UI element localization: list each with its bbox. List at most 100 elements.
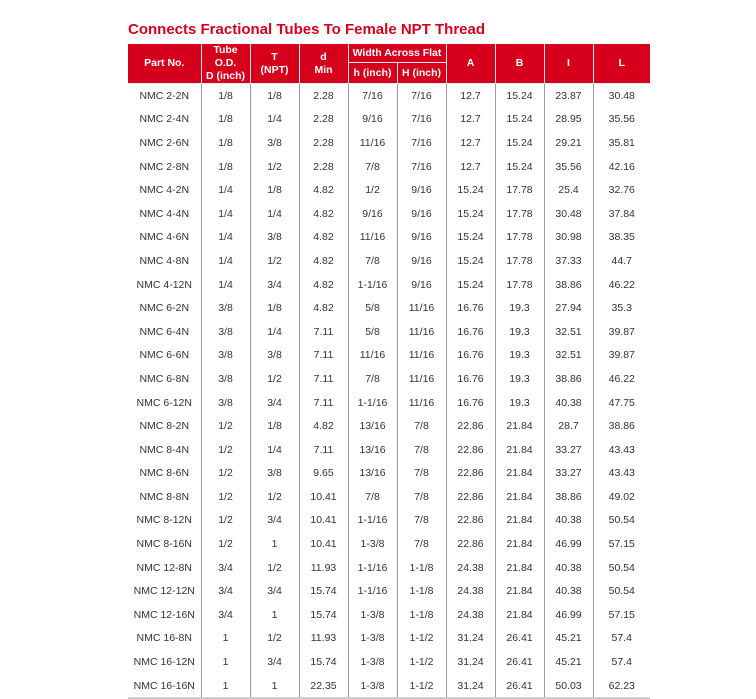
cell-b: 26.41 (494, 673, 544, 699)
cell-i: 40.38 (543, 555, 593, 580)
cell-l: 39.87 (592, 319, 650, 344)
cell-part-no: NMC 16-16N (128, 673, 201, 699)
cell-part-no: NMC 8-16N (136, 538, 192, 551)
cell-tube-od: 3/4 (200, 603, 250, 627)
cell-d-min: 2.28 (298, 83, 348, 108)
cell-H: 9/16 (396, 272, 446, 297)
cell-h: 9/16 (347, 107, 397, 132)
cell-a: 31.24 (445, 650, 495, 674)
table-row: NMC 8-16N 1/2 1 10.41 1-3/8 7/8 22.86 21.84 46.9… (128, 532, 650, 556)
cell-part-no: NMC 4-4N (139, 207, 190, 220)
cell-d-min: 7.11 (298, 343, 348, 368)
cell-t-npt: 3/8 (249, 131, 299, 155)
cell-t-npt: 1/2 (249, 555, 299, 580)
cell-part-no: NMC 2-2N (139, 89, 190, 102)
cell-a: 15.24 (445, 249, 495, 273)
header-h-large: H (inch) (396, 62, 447, 84)
cell-t-npt: 3/8 (249, 343, 299, 368)
cell-i: 33.27 (543, 461, 593, 486)
cell-h: 11/16 (347, 343, 397, 368)
header-i: I (543, 44, 594, 84)
table-row: NMC 8-8N 1/2 1/2 10.41 7/8 7/8 22.86 21.84 38.86… (128, 485, 650, 509)
cell-a: 15.24 (445, 272, 495, 297)
cell-a: 24.38 (445, 555, 495, 580)
cell-t-npt: 1/8 (249, 414, 299, 438)
cell-h: 1-1/16 (347, 579, 397, 604)
cell-tube-od: 1/4 (200, 201, 250, 226)
cell-a: 16.76 (445, 367, 495, 391)
cell-tube-od: 1/8 (200, 83, 250, 108)
cell-t-npt: 3/4 (249, 508, 299, 533)
cell-b: 15.24 (494, 83, 544, 108)
cell-h: 11/16 (347, 131, 397, 155)
cell-d-min: 4.82 (298, 225, 348, 250)
cell-t-npt: 3/4 (249, 650, 299, 674)
cell-tube-od: 3/8 (200, 343, 250, 368)
cell-b: 21.84 (494, 414, 544, 438)
cell-part-no: NMC 6-6N (139, 349, 190, 362)
cell-part-no: NMC 16-8N (136, 632, 192, 645)
cell-a: 16.76 (445, 319, 495, 344)
cell-h: 5/8 (347, 319, 397, 344)
cell-H: 7/16 (396, 154, 446, 179)
cell-h: 7/16 (347, 83, 397, 108)
cell-i: 38.86 (543, 272, 593, 297)
cell-part-no: NMC 2-4N (139, 113, 190, 126)
cell-i: 28.7 (543, 414, 593, 438)
cell-i: 40.38 (543, 508, 593, 533)
cell-t-npt: 1 (249, 673, 299, 699)
table-row: NMC 4-4N 1/4 1/4 4.82 9/16 9/16 15.24 17.78 30.4… (128, 201, 650, 226)
cell-b: 19.3 (494, 367, 544, 391)
cell-H: 7/8 (396, 461, 446, 486)
cell-tube-od: 1/2 (200, 461, 250, 486)
cell-H: 9/16 (396, 178, 446, 202)
cell-b: 19.3 (494, 319, 544, 344)
cell-tube-od: 1/8 (200, 154, 250, 179)
header-width-across-flat: Width Across Flat (347, 44, 447, 64)
cell-t-npt: 1/2 (249, 485, 299, 509)
cell-t-npt: 1/2 (249, 367, 299, 391)
cell-b: 26.41 (494, 650, 544, 674)
cell-d-min: 4.82 (298, 414, 348, 438)
cell-l: 39.87 (592, 343, 650, 368)
table-row: NMC 4-8N 1/4 1/2 4.82 7/8 9/16 15.24 17.78 37.33… (128, 249, 650, 273)
cell-i: 38.86 (543, 367, 593, 391)
cell-b: 17.78 (494, 249, 544, 273)
cell-h: 1-3/8 (347, 673, 397, 699)
cell-a: 15.24 (445, 225, 495, 250)
cell-i: 30.98 (543, 225, 593, 250)
cell-h: 7/8 (347, 485, 397, 509)
cell-t-npt: 1/8 (249, 178, 299, 202)
cell-l: 62.23 (592, 673, 650, 699)
cell-part-no: NMC 6-4N (139, 325, 190, 338)
cell-i: 32.51 (543, 343, 593, 368)
cell-tube-od: 1/8 (200, 131, 250, 155)
table-row: NMC 8-2N 1/2 1/8 4.82 13/16 7/8 22.86 21.84 28.7… (128, 414, 650, 438)
cell-part-no: NMC 8-2N (139, 420, 190, 433)
cell-i: 29.21 (543, 131, 593, 155)
cell-i: 23.87 (543, 83, 593, 108)
cell-b: 26.41 (494, 626, 544, 651)
cell-H: 9/16 (396, 201, 446, 226)
cell-H: 11/16 (396, 390, 446, 415)
header-l: L (592, 44, 650, 84)
cell-l: 42.16 (592, 154, 650, 179)
cell-d-min: 2.28 (298, 154, 348, 179)
cell-l: 57.15 (592, 532, 650, 556)
cell-i: 33.27 (543, 437, 593, 462)
cell-tube-od: 1/4 (200, 249, 250, 273)
cell-d-min: 4.82 (298, 178, 348, 202)
cell-part-no: NMC 16-12N (133, 656, 195, 669)
cell-h: 1-1/16 (347, 390, 397, 415)
cell-part-no: NMC 2-6N (139, 136, 190, 149)
cell-d-min: 7.11 (298, 390, 348, 415)
cell-b: 21.84 (494, 508, 544, 533)
cell-H: 1-1/2 (396, 626, 446, 651)
cell-b: 21.84 (494, 555, 544, 580)
table-row: NMC 8-6N 1/2 3/8 9.65 13/16 7/8 22.86 21.84 33.2… (128, 461, 650, 486)
cell-h: 1-1/16 (347, 555, 397, 580)
cell-d-min: 15.74 (298, 579, 348, 604)
cell-part-no: NMC 4-12N (136, 278, 192, 291)
cell-t-npt: 1 (249, 603, 299, 627)
cell-tube-od: 3/8 (200, 296, 250, 320)
